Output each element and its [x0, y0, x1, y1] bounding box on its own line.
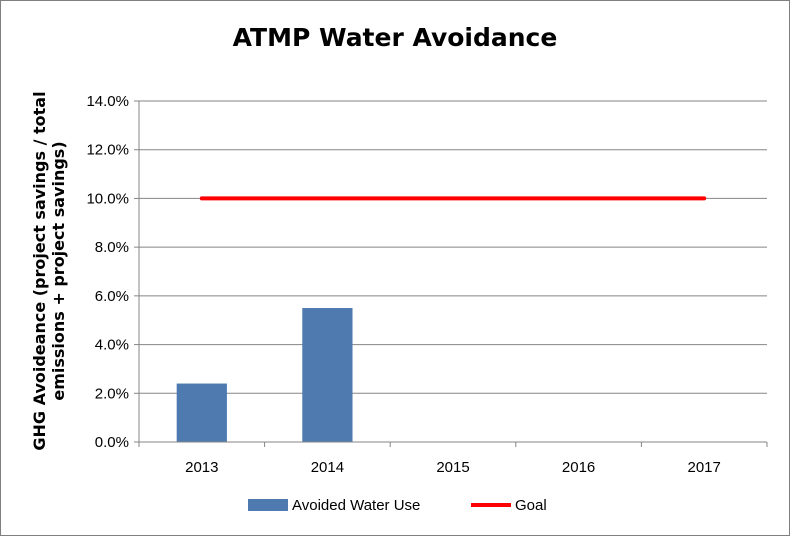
y-tick-label: 12.0%	[86, 142, 129, 159]
bars	[176, 308, 353, 442]
y-axis-label: GHG Avoideance (project savings / total …	[30, 91, 68, 450]
legend-label: Goal	[515, 497, 547, 514]
bar	[302, 308, 353, 442]
bar	[176, 383, 227, 442]
legend: Avoided Water Use Goal	[248, 497, 547, 514]
legend-label: Avoided Water Use	[292, 497, 420, 514]
y-tick-label: 0.0%	[95, 434, 129, 451]
x-tick-label: 2015	[436, 459, 469, 476]
gridlines	[139, 100, 767, 394]
y-tick-label: 6.0%	[95, 288, 129, 305]
chart-title: ATMP Water Avoidance	[233, 23, 558, 52]
x-tick-label: 2017	[688, 459, 721, 476]
y-tick-label: 8.0%	[95, 239, 129, 256]
x-tick-label: 2014	[311, 459, 344, 476]
y-tick-label: 14.0%	[86, 93, 129, 110]
axes: 0.0% 2.0% 4.0% 6.0% 8.0% 10.0% 12.0% 14.0% 2013 2…	[86, 93, 768, 476]
y-axis-label-line-2: emissions + project savings)	[49, 141, 68, 400]
y-axis-label-line-1: GHG Avoideance (project savings / total	[30, 91, 49, 450]
legend-swatch-bar	[248, 499, 288, 511]
y-tick-label: 10.0%	[86, 190, 129, 207]
x-tick-label: 2013	[185, 459, 218, 476]
x-tick-label: 2016	[562, 459, 595, 476]
y-tick-label: 4.0%	[95, 337, 129, 354]
y-tick-label: 2.0%	[95, 385, 129, 402]
